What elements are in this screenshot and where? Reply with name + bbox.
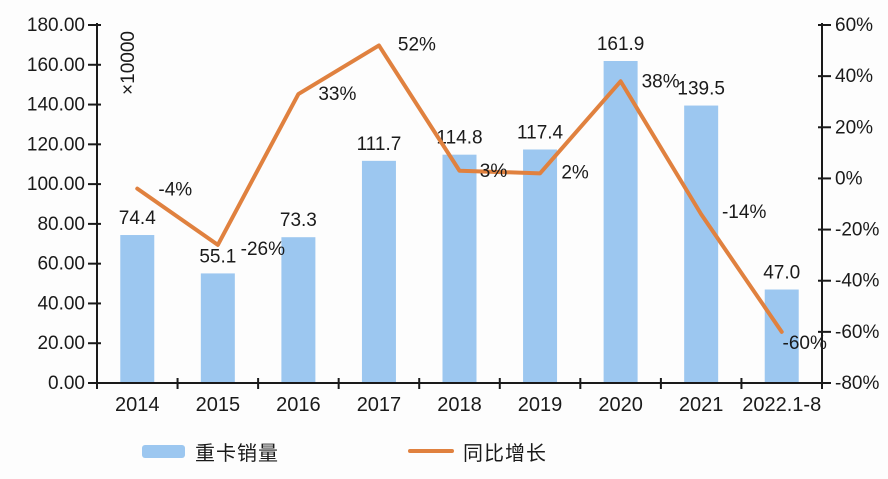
left-axis-tick-label: 180.00 <box>27 15 85 36</box>
bar-value-label: 74.4 <box>119 208 156 229</box>
left-axis-tick-label: 0.00 <box>48 373 85 394</box>
bar-value-label: 55.1 <box>199 246 236 267</box>
growth-value-label: -4% <box>158 180 192 201</box>
legend-label-truck-sales: 重卡销量 <box>195 442 279 465</box>
x-axis-label-2020: 2020 <box>598 394 643 416</box>
legend-label-yoy-growth: 同比增长 <box>463 442 547 465</box>
growth-value-label: 52% <box>398 34 436 55</box>
x-axis-label-2022.1-8: 2022.1-8 <box>742 394 821 416</box>
bar-value-label: 161.9 <box>597 34 645 55</box>
left-axis-tick-label: 80.00 <box>37 214 85 235</box>
growth-value-label: 2% <box>561 162 589 183</box>
left-axis-unit-label: ×10000 <box>118 31 139 95</box>
x-axis-label-2018: 2018 <box>437 394 482 416</box>
growth-value-label: -14% <box>722 202 766 223</box>
chart-legend: 重卡销量 同比增长 <box>0 438 888 468</box>
bar-2020 <box>603 60 638 383</box>
right-axis-tick-label: 40% <box>835 66 873 87</box>
left-axis-tick-label: 60.00 <box>37 254 85 275</box>
right-axis-tick-label: -80% <box>835 373 879 394</box>
legend-item-truck-sales: 重卡销量 <box>142 438 279 465</box>
bar-2021 <box>684 105 719 384</box>
line-series-swatch <box>408 449 454 453</box>
bar-value-label: 139.5 <box>677 79 725 100</box>
right-axis-tick-label: -40% <box>835 271 879 292</box>
growth-value-label: -60% <box>783 333 827 354</box>
bar-2022.1-8 <box>764 289 799 383</box>
left-axis-tick-label: 140.00 <box>27 95 85 116</box>
growth-value-label: 3% <box>480 161 508 182</box>
left-axis-tick-label: 100.00 <box>27 174 85 195</box>
right-axis-tick-label: -60% <box>835 322 879 343</box>
bar-value-label: 47.0 <box>763 263 800 284</box>
x-axis-label-2017: 2017 <box>357 394 402 416</box>
growth-value-label: -26% <box>241 239 285 260</box>
bar-value-label: 73.3 <box>280 210 317 231</box>
left-axis-tick-label: 160.00 <box>27 55 85 76</box>
bar-value-label: 117.4 <box>517 123 564 144</box>
bar-value-label: 114.8 <box>436 128 482 149</box>
bar-2014 <box>120 235 155 383</box>
right-axis-tick-label: 60% <box>835 15 873 36</box>
right-axis-tick-label: 0% <box>835 168 863 189</box>
legend-item-yoy-growth: 同比增长 <box>408 438 547 465</box>
bar-2018 <box>442 154 477 383</box>
bar-2016 <box>281 237 316 383</box>
growth-value-label: 38% <box>642 71 680 92</box>
x-axis-label-2019: 2019 <box>518 394 563 416</box>
x-axis-label-2014: 2014 <box>115 394 160 416</box>
growth-line <box>135 43 784 334</box>
x-axis-label-2021: 2021 <box>679 394 724 416</box>
growth-value-label: 33% <box>318 84 356 105</box>
x-axis-label-2015: 2015 <box>196 394 241 416</box>
right-axis-tick-label: -20% <box>835 220 879 241</box>
left-axis-tick-label: 120.00 <box>27 134 85 155</box>
bar-2019 <box>523 149 558 383</box>
right-axis-tick-label: 20% <box>835 117 873 138</box>
left-axis-tick-label: 20.00 <box>37 333 85 354</box>
bar-value-label: 111.7 <box>357 134 402 155</box>
bar-2017 <box>361 160 396 383</box>
bar-2015 <box>200 273 235 383</box>
x-axis-label-2016: 2016 <box>276 394 321 416</box>
left-axis-tick-label: 40.00 <box>37 293 85 314</box>
bar-series-swatch <box>142 444 185 458</box>
